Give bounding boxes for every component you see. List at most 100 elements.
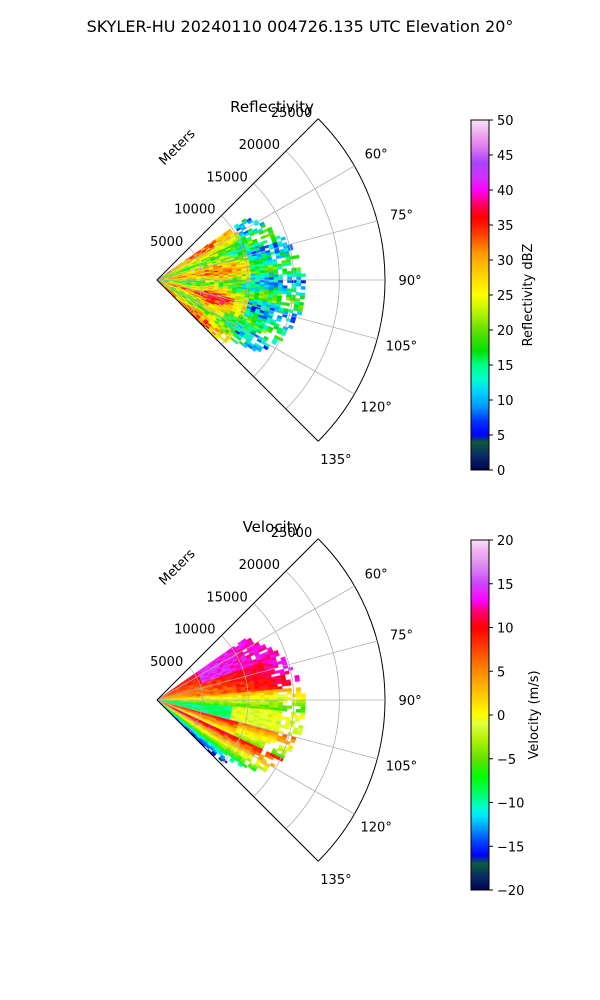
sweep-gate	[281, 262, 287, 267]
range-tick-label: 5000	[150, 235, 183, 250]
sweep-gate	[280, 254, 286, 259]
sweep-gate	[273, 704, 279, 709]
sweep-gate	[289, 318, 296, 324]
sweep-gate	[286, 705, 292, 709]
sweep-gate	[278, 694, 283, 698]
sweep-gate	[232, 696, 238, 699]
sweep-gate	[270, 251, 276, 255]
sweep-gate	[277, 336, 284, 342]
sweep-gate	[300, 709, 306, 714]
sweep-gate	[296, 696, 302, 701]
sweep-gate	[259, 272, 265, 276]
velocity-panel: Velocity 5000 10000 15000 20000 25000 60° 75° 9…	[150, 518, 542, 899]
sweep-gate	[286, 747, 293, 753]
sweep-gate	[299, 295, 305, 300]
sweep-gate	[218, 757, 224, 763]
azimuth-tick-label: 75°	[390, 628, 413, 643]
sweep-gate	[237, 276, 242, 279]
colorbar-tick-label: −15	[497, 840, 524, 855]
reflectivity-grid	[156, 118, 386, 442]
sweep-gate	[259, 702, 265, 705]
figure-title: SKYLER-HU 20240110 004726.135 UTC Elevat…	[87, 17, 514, 36]
sweep-gate	[246, 275, 252, 279]
azimuth-spoke	[156, 279, 355, 395]
sweep-gate	[222, 758, 228, 764]
sweep-gate	[300, 696, 306, 701]
sweep-gate	[264, 690, 270, 694]
sweep-gate	[264, 274, 270, 278]
sweep-gate	[268, 269, 274, 273]
sweep-gate	[259, 692, 265, 696]
sweep-gate	[281, 716, 287, 720]
sweep-gate	[296, 702, 302, 707]
sweep-gate	[278, 274, 283, 278]
sweep-gate	[296, 273, 302, 278]
velocity-colorbar: −20 −15 −10 −5 0 5 10 15 20 Velocity (m/s)	[470, 534, 542, 899]
azimuth-tick-label: 75°	[390, 208, 413, 223]
sweep-gate	[266, 328, 273, 334]
sweep-gate	[259, 690, 265, 694]
sweep-gate	[295, 292, 301, 296]
sweep-gate	[241, 275, 247, 279]
range-tick-label: 10000	[174, 623, 215, 638]
sweep-gate	[282, 285, 288, 289]
sweep-gate	[233, 339, 240, 345]
sweep-gate	[284, 670, 290, 675]
sweep-gate	[282, 271, 288, 275]
reflectivity-colorbar-fill	[470, 119, 490, 471]
reflectivity-colorbar-label: Reflectivity dBZ	[521, 244, 536, 347]
sweep-gate	[300, 286, 306, 290]
sweep-gate	[274, 669, 281, 674]
reflectivity-colorbar: 0 5 10 15 20 25 30 35 40 45 50 Reflectivity dBZ	[470, 114, 536, 479]
sweep-gate	[282, 708, 288, 712]
azimuth-spoke	[156, 279, 378, 340]
sweep-gate	[282, 699, 288, 703]
sweep-gate	[277, 756, 284, 762]
sweep-gate	[268, 702, 274, 706]
sweep-gate	[237, 696, 242, 699]
sweep-gate	[274, 652, 280, 658]
sweep-gate	[286, 691, 292, 695]
sweep-gate	[299, 715, 305, 720]
sweep-gate	[223, 276, 229, 279]
range-tick-label: 25000	[271, 106, 312, 121]
sweep-gate	[294, 677, 301, 682]
colorbar-tick-label: 10	[497, 394, 514, 409]
sweep-gate	[261, 329, 268, 334]
azimuth-spoke	[156, 165, 355, 281]
azimuth-tick-label: 120°	[361, 401, 392, 416]
sweep-gate	[276, 317, 282, 323]
sweep-gate	[255, 273, 261, 276]
velocity-axis-labels: 5000 10000 15000 20000 25000 60° 75° 90° 105° 120…	[150, 526, 421, 888]
sector-edge	[156, 118, 319, 281]
range-tick-label: 20000	[239, 558, 280, 573]
sweep-gate	[268, 272, 274, 276]
sweep-gate	[242, 343, 248, 349]
sweep-gate	[281, 290, 288, 295]
azimuth-tick-label: 90°	[399, 694, 422, 709]
colorbar-tick-label: 30	[497, 254, 514, 269]
azimuth-tick-label: 135°	[320, 453, 351, 468]
sweep-gate	[273, 284, 279, 289]
colorbar-tick-label: 20	[497, 534, 514, 549]
velocity-colorbar-fill	[470, 539, 490, 891]
sweep-gate	[250, 346, 257, 352]
sweep-gate	[223, 696, 229, 699]
sweep-gate	[278, 697, 284, 701]
azimuth-tick-label: 90°	[399, 274, 422, 289]
sweep-gate	[284, 302, 291, 307]
sector-edge	[156, 699, 319, 862]
sweep-gate	[281, 682, 287, 687]
reflectivity-panel: Reflectivity 5000 10000 15000 20000 25000 60°…	[150, 98, 536, 479]
sweep-gate	[277, 285, 283, 289]
azimuth-tick-label: 60°	[365, 567, 388, 582]
colorbar-tick-label: 5	[497, 665, 505, 680]
sweep-gate	[259, 282, 265, 285]
sweep-gate	[285, 296, 291, 301]
sweep-gate	[256, 347, 262, 353]
sweep-gate	[279, 724, 286, 729]
sweep-gate	[277, 705, 283, 709]
sweep-gate	[300, 706, 306, 710]
azimuth-spoke	[156, 585, 355, 701]
sweep-gate	[273, 282, 279, 286]
